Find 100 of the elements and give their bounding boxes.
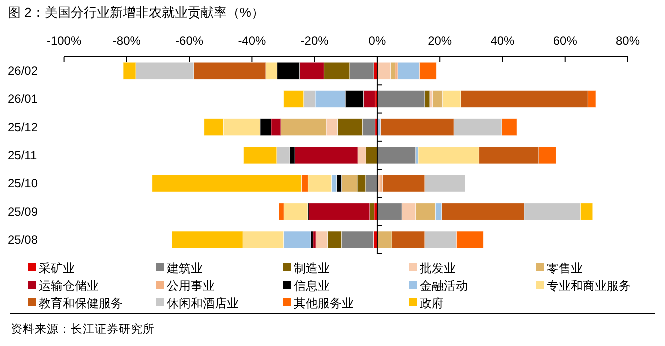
bar [304, 90, 316, 108]
x-tick-label: 20% [428, 34, 452, 48]
bar [382, 174, 426, 192]
legend-label: 建筑业 [166, 262, 203, 276]
bar [280, 118, 327, 136]
bar [260, 118, 272, 136]
legend-label: 运输仓储业 [39, 279, 99, 293]
bar [395, 62, 398, 80]
bar [284, 202, 308, 221]
bar [266, 62, 278, 80]
bar [350, 62, 374, 80]
bar [326, 118, 338, 136]
bar [324, 62, 350, 80]
bar [442, 202, 525, 221]
bar [243, 146, 278, 164]
bar [194, 62, 266, 80]
bar [377, 62, 392, 80]
bar [460, 90, 589, 108]
bar [327, 231, 342, 249]
bar [366, 174, 378, 192]
bar [363, 90, 376, 108]
bar [276, 62, 300, 80]
bar [300, 62, 325, 80]
bar [377, 231, 392, 249]
bar [442, 90, 462, 108]
bar [152, 174, 302, 192]
bar [580, 202, 594, 221]
y-tick-label: 26/01 [8, 92, 38, 106]
bar [308, 202, 370, 221]
bar [380, 118, 454, 136]
x-tick-label: 60% [553, 34, 578, 48]
bar [315, 90, 346, 108]
bar [357, 174, 366, 192]
bar [316, 231, 328, 249]
legend-label: 公用事业 [167, 279, 215, 293]
bar [424, 174, 466, 192]
bar [284, 90, 304, 108]
text: 资料来源：长江证券研究所 [11, 322, 155, 336]
bar [341, 174, 358, 192]
x-tick-label: -80% [112, 34, 142, 48]
bar [398, 62, 420, 80]
bar [402, 202, 416, 221]
y-tick-label: 25/09 [8, 204, 38, 219]
bar [345, 90, 364, 108]
x-tick-label: 80% [616, 34, 640, 48]
bar [242, 231, 284, 249]
bar [366, 146, 378, 164]
x-tick-label: -40% [238, 34, 267, 48]
legend-label: 其他服务业 [294, 296, 354, 310]
legend-label: 休闲和酒店业 [167, 296, 239, 310]
bar [172, 231, 244, 249]
legend-label: 零售业 [547, 262, 583, 276]
bar [377, 90, 426, 108]
bar [424, 231, 457, 249]
y-tick-label: 25/11 [8, 148, 38, 162]
bar [204, 118, 224, 136]
legend-label: 政府 [420, 296, 444, 310]
bar [418, 146, 480, 164]
bar [502, 118, 518, 136]
bar [278, 202, 284, 221]
chart-title: 图 2：美国分行业新增非农就业贡献率（%） [8, 5, 264, 20]
bar [312, 231, 316, 249]
bar [294, 146, 358, 164]
bar [524, 202, 582, 221]
legend-label: 教育和保健服务 [39, 296, 123, 310]
bar [301, 174, 309, 192]
bar [588, 90, 596, 108]
bar [419, 62, 437, 80]
bar [358, 146, 366, 164]
x-tick-label: 0% [368, 34, 386, 48]
bar [341, 231, 374, 249]
legend-label: 专业和商业服务 [547, 279, 631, 293]
bar [392, 231, 426, 249]
legend-label: 信息业 [294, 279, 330, 293]
bar [290, 146, 296, 164]
bar [478, 146, 540, 164]
bar [276, 146, 290, 164]
x-tick-label: -100% [46, 34, 82, 48]
bar [271, 118, 282, 136]
x-tick-label: -60% [176, 34, 204, 48]
bar [136, 62, 194, 80]
bar [432, 90, 444, 108]
bar [454, 118, 502, 136]
bar [223, 118, 261, 136]
legend-label: 批发业 [420, 262, 456, 276]
y-tick-label: 25/10 [8, 176, 38, 191]
bar [377, 146, 416, 164]
legend-label: 金融活动 [420, 279, 468, 293]
bar [337, 118, 364, 136]
bar [308, 174, 332, 192]
legend-label: 采矿业 [39, 262, 75, 276]
bar [377, 202, 403, 221]
x-tick-label: -20% [300, 34, 330, 48]
y-tick-label: 25/08 [8, 232, 38, 247]
x-tick-label: 40% [490, 34, 516, 48]
y-tick-label: 26/02 [8, 64, 38, 78]
y-tick-label: 25/12 [8, 120, 38, 134]
bar [456, 231, 484, 249]
bar [424, 90, 430, 108]
bar [362, 118, 376, 136]
